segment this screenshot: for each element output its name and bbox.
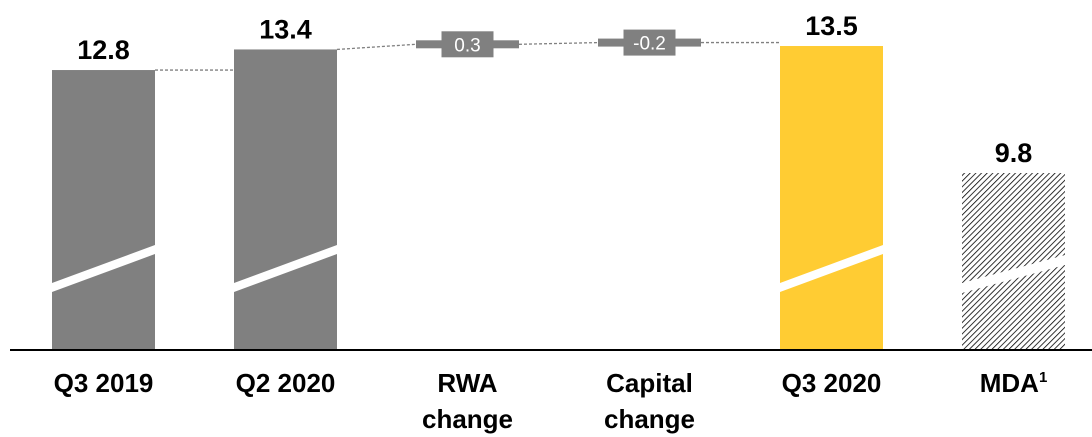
category-label: change <box>422 404 513 434</box>
category-labels: Q3 2019 Q2 2020 RWA change Capital change Q3 2… <box>54 368 1048 434</box>
value-label: 13.4 <box>259 14 312 44</box>
bar-13.5 <box>780 46 883 351</box>
value-label: 12.8 <box>77 35 130 65</box>
delta-label-box <box>623 29 676 56</box>
axis-break-mark <box>234 245 337 292</box>
bars <box>52 29 1065 351</box>
axis-break-mark <box>962 255 1065 293</box>
connector-lines <box>155 41 780 71</box>
category-label: RWA <box>437 368 497 398</box>
category-label: Q3 2020 <box>782 368 882 398</box>
category-label: MDA1 <box>980 368 1048 398</box>
value-labels: 12.8 13.4 0.3 -0.2 13.5 9.8 <box>77 11 1032 168</box>
bar-13.4 <box>234 49 337 351</box>
category-label: Q2 2020 <box>236 368 336 398</box>
category-label: change <box>604 404 695 434</box>
delta-label: -0.2 <box>633 34 666 55</box>
bar-12.8 <box>52 70 155 350</box>
category-label: Q3 2019 <box>54 368 154 398</box>
category-label: Capital <box>606 368 693 398</box>
delta-label-box <box>441 31 494 58</box>
connector-line <box>518 41 599 45</box>
value-label: 13.5 <box>805 11 858 41</box>
value-label: 9.8 <box>995 138 1033 168</box>
axis-break-mark <box>52 245 155 292</box>
connector-line <box>336 43 417 51</box>
axis-break-mark <box>780 245 883 292</box>
delta-label: 0.3 <box>454 35 480 56</box>
